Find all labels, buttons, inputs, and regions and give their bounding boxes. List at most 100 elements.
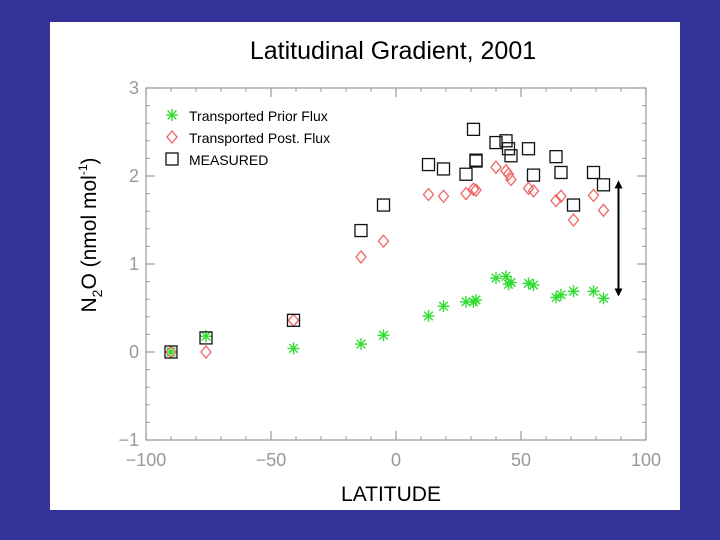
asterisk-stroke: [568, 286, 579, 297]
data-point: [554, 165, 568, 180]
data-point: [200, 330, 212, 343]
double-arrow-annotation: [614, 180, 623, 297]
annotation-layer: [614, 180, 623, 297]
legend-label: MEASURED: [189, 152, 268, 168]
data-point: [566, 198, 581, 212]
data-point: [422, 309, 435, 322]
asterisk-stroke: [501, 271, 511, 282]
data-point: [286, 313, 301, 327]
arrow-head-top: [614, 180, 623, 189]
data-point: [422, 187, 435, 202]
data-point: [490, 160, 502, 175]
asterisk-stroke: [588, 286, 599, 297]
data-point: [287, 313, 300, 328]
data-point: [287, 342, 300, 355]
asterisk-stroke: [471, 295, 481, 305]
asterisk-stroke: [598, 293, 609, 304]
data-point: [466, 122, 481, 137]
asterisk-stroke: [556, 289, 566, 300]
data-point: [460, 295, 472, 308]
series-2: [164, 122, 611, 359]
y-label-close: ): [78, 158, 101, 165]
data-point: [437, 300, 450, 313]
data-point: [555, 288, 567, 301]
y-tick-label: 2: [129, 166, 139, 186]
data-point: [421, 157, 436, 172]
asterisk-stroke: [201, 331, 211, 341]
asterisk-stroke: [423, 311, 434, 321]
data-point: [437, 189, 450, 204]
data-point: [504, 149, 518, 163]
arrow-head-bottom: [614, 288, 623, 297]
asterisk-stroke: [461, 297, 471, 307]
x-axis-label: LATITUDE: [341, 483, 441, 506]
y-label-subscript: 2: [89, 289, 105, 297]
x-tick-label: 100: [631, 450, 661, 470]
legend: Transported Prior Flux Transported Post. …: [165, 108, 330, 168]
data-point: [467, 182, 480, 197]
x-tick-label: 50: [511, 450, 531, 470]
y-tick-label: 3: [129, 78, 139, 98]
data-point: [596, 178, 611, 192]
x-tick-label: 0: [391, 450, 401, 470]
x-axis-ticks: −100 −50 0 50 100: [126, 88, 661, 470]
data-point: [355, 338, 367, 351]
asterisk-stroke: [491, 273, 501, 283]
data-point: [505, 276, 517, 289]
data-point: [527, 279, 540, 292]
data-point: [502, 167, 515, 182]
data-point: [355, 249, 367, 264]
x-tick-label: −100: [126, 450, 167, 470]
data-point: [500, 270, 512, 283]
data-point: [377, 329, 390, 342]
data-point: [490, 272, 502, 285]
data-point: [527, 183, 540, 198]
data-point: [549, 149, 563, 164]
data-point: [597, 203, 610, 218]
series-0: [165, 270, 610, 358]
data-point: [522, 181, 535, 196]
legend-label: Transported Prior Flux: [189, 108, 328, 124]
asterisk-stroke: [506, 277, 516, 288]
y-axis-ticks: −1 0 1 2 3: [118, 78, 646, 450]
y-label-main: N: [78, 297, 101, 312]
y-axis-label: N2O (nmol mol-1): [76, 158, 105, 313]
asterisk-stroke: [378, 330, 389, 341]
data-point: [587, 188, 600, 203]
asterisk-stroke: [356, 339, 366, 349]
x-tick-label: −50: [256, 450, 287, 470]
data-point: [459, 167, 473, 181]
legend-marker: [166, 109, 178, 121]
asterisk-stroke: [528, 280, 539, 290]
data-point: [200, 344, 212, 360]
asterisk-stroke: [288, 343, 299, 354]
data-point: [597, 292, 610, 305]
data-point: [567, 212, 580, 228]
chart-title: Latitudinal Gradient, 2001: [250, 37, 536, 65]
data-point: [470, 294, 482, 307]
data-point: [354, 223, 368, 238]
data-point: [470, 183, 482, 198]
y-label-superscript: -1: [76, 164, 90, 175]
data-point: [469, 153, 483, 167]
asterisk-stroke: [167, 110, 177, 120]
data-point: [587, 285, 600, 298]
data-point: [586, 165, 601, 180]
data-point: [469, 154, 483, 168]
legend-label: Transported Post. Flux: [189, 130, 330, 146]
data-point: [199, 331, 213, 345]
data-point: [567, 285, 580, 298]
data-point: [164, 345, 178, 359]
data-point: [376, 198, 391, 212]
asterisk-stroke: [438, 301, 449, 312]
data-point: [505, 172, 517, 187]
legend-marker: [166, 129, 178, 145]
data-point: [550, 193, 562, 208]
scatter-chart: Latitudinal Gradient, 2001 −100 −50 0 50 100…: [76, 37, 661, 506]
asterisk-stroke: [523, 278, 534, 289]
data-point: [377, 234, 390, 249]
legend-marker: [165, 152, 179, 166]
data-point: [460, 186, 472, 201]
data-point: [555, 189, 567, 204]
y-label-rest: O (nmol mol: [78, 175, 101, 289]
